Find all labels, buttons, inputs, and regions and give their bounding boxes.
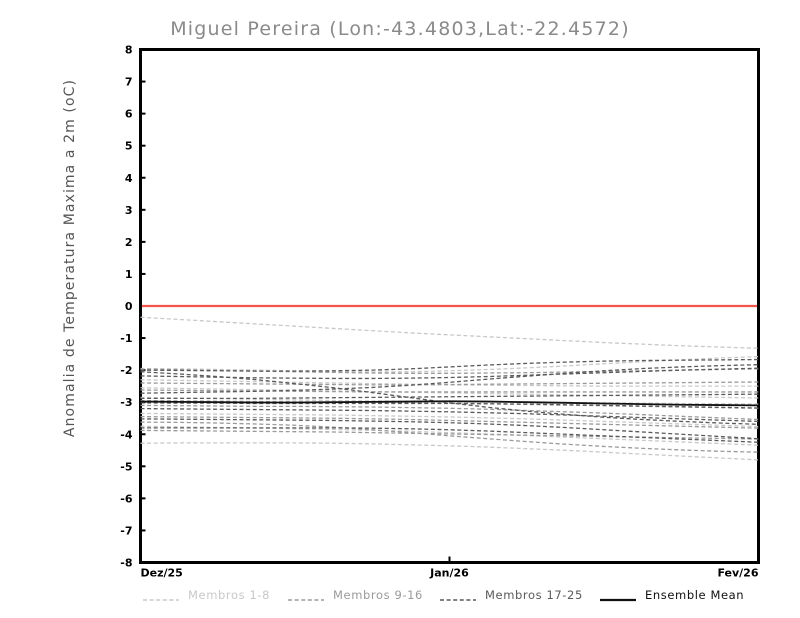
y-axis-tick-label: 4 <box>125 172 133 185</box>
tick-label-layer: 8 7 6 5 4 3 2 1 0 -1 -2 -3 -4 -5 -6 -7 -8 Dez/25 Jan/26 Fev… <box>120 44 759 580</box>
member-line <box>140 407 759 423</box>
y-axis-tick-label: 2 <box>125 236 133 249</box>
member-line <box>140 415 759 429</box>
member-line <box>140 379 759 387</box>
member-line <box>140 412 759 428</box>
y-axis-tick-label: -4 <box>120 428 133 441</box>
x-axis-tick-label: Dez/25 <box>141 567 183 580</box>
legend-item-label: Ensemble Mean <box>645 588 745 602</box>
member-line <box>140 442 759 461</box>
member-line <box>140 364 759 394</box>
y-axis-tick-label: -7 <box>120 524 132 537</box>
y-axis-tick-label: 1 <box>125 268 133 281</box>
chart-legend: Membros 1-8 Membros 9-16 Membros 17-25 Ense… <box>0 586 800 608</box>
member-line <box>140 367 759 380</box>
legend-dashed-line-icon <box>143 590 179 601</box>
member-line <box>140 389 759 393</box>
member-line <box>140 404 759 421</box>
legend-dashed-line-icon <box>440 590 476 601</box>
series-layer <box>140 316 759 461</box>
legend-item[interactable]: Ensemble Mean <box>600 586 744 604</box>
member-line <box>140 427 759 443</box>
legend-solid-line-icon <box>600 590 636 602</box>
legend-item-label: Membros 17-25 <box>485 588 583 602</box>
legend-item-label: Membros 9-16 <box>333 588 423 602</box>
y-axis-tick-label: -8 <box>120 557 132 570</box>
x-axis-tick-label: Fev/26 <box>717 567 758 580</box>
member-line <box>140 421 759 453</box>
y-axis-tick-label: -6 <box>120 492 133 505</box>
member-line <box>140 429 759 440</box>
y-axis-tick-label: -3 <box>120 396 132 409</box>
member-line <box>140 316 759 349</box>
member-line <box>140 393 759 399</box>
y-axis-tick-label: -5 <box>120 460 132 473</box>
y-axis-tick-label: 5 <box>125 140 133 153</box>
y-axis-tick-label: 6 <box>125 108 133 121</box>
member-line <box>140 356 759 373</box>
member-line <box>140 402 759 409</box>
legend-item[interactable]: Membros 9-16 <box>288 586 423 604</box>
ensemble-mean-line <box>140 400 759 407</box>
legend-item-label: Membros 1-8 <box>188 588 271 602</box>
y-axis-tick-label: 0 <box>125 300 133 313</box>
page-title: Miguel Pereira (Lon:-43.4803,Lat:-22.457… <box>170 18 630 40</box>
y-axis-tick-label: -1 <box>120 332 132 345</box>
member-line <box>140 387 759 399</box>
legend-item[interactable]: Membros 17-25 <box>440 586 583 604</box>
y-axis-tick-label: 7 <box>125 76 133 89</box>
y-axis-tick-label: -2 <box>120 364 132 377</box>
member-line <box>140 396 759 405</box>
member-line <box>140 358 759 372</box>
legend-dashed-line-icon <box>288 590 324 601</box>
member-line <box>140 381 759 386</box>
member-line <box>140 425 759 446</box>
y-axis-tick-label: 3 <box>125 204 133 217</box>
member-line <box>140 371 759 425</box>
legend-item[interactable]: Membros 1-8 <box>143 586 270 604</box>
axis-layer <box>139 48 760 564</box>
member-line <box>140 418 759 440</box>
x-axis-tick-label: Jan/26 <box>429 567 469 580</box>
y-axis-tick-label: 8 <box>125 44 133 57</box>
